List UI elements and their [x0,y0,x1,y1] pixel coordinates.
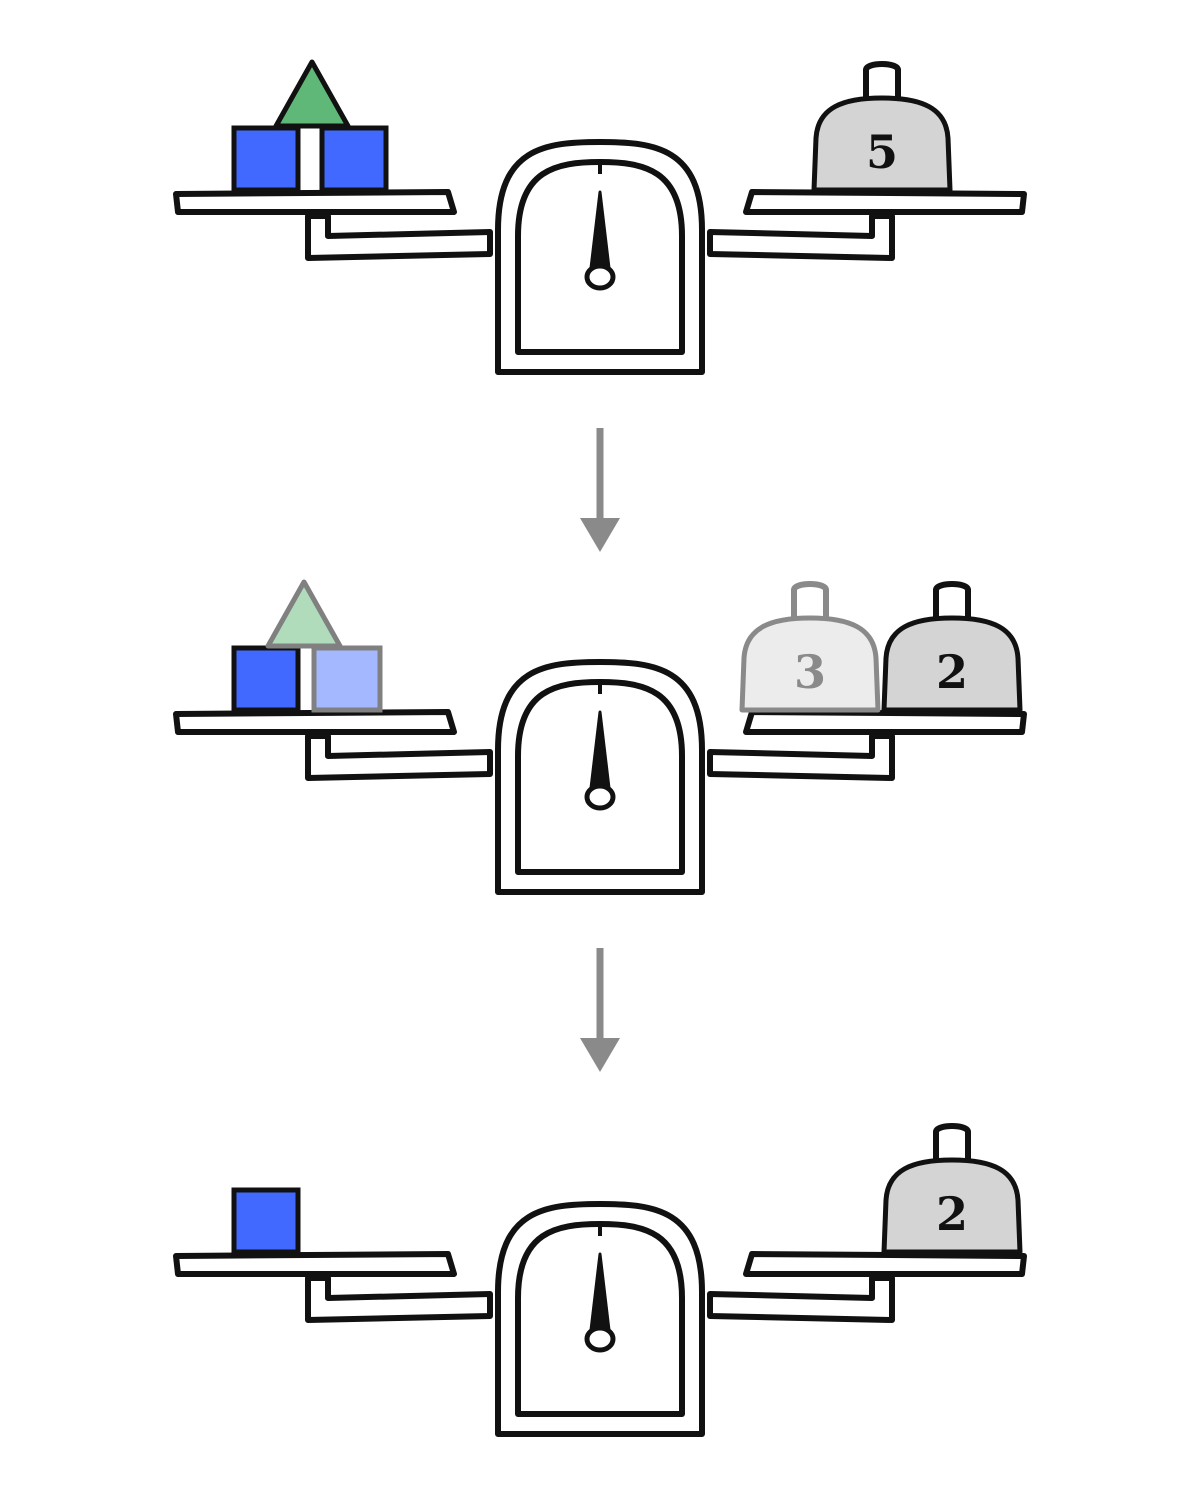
triangle-removed [265,579,343,649]
left-pan [173,189,457,215]
left-arm [305,733,493,781]
weight-body [811,95,953,193]
weight-label: 2 [936,645,968,699]
weight-handle [791,581,829,623]
block-removed [311,645,383,713]
right-arm [707,733,895,781]
right-pan [743,709,1027,735]
left-pan [173,709,457,735]
weight-handle [933,581,971,623]
triangle [273,59,351,129]
weight: 2 [881,1123,1023,1255]
weight-body [881,1157,1023,1255]
scale-stage-1: 5 [173,59,1027,375]
right-pan [743,189,1027,215]
weight-body [881,615,1023,713]
weight-handle [933,1123,971,1165]
right-arm [707,213,895,261]
block [231,125,301,193]
needle-pivot [584,783,616,811]
needle-pivot [584,263,616,291]
right-arm [707,1275,895,1323]
down-arrow-icon [580,948,620,1072]
weight: 5 [811,61,953,193]
weight-label: 2 [936,1187,968,1241]
weight: 2 [881,581,1023,713]
needle-pivot [584,1325,616,1353]
weight-removed: 3 [739,581,881,713]
block [231,645,301,713]
left-arm [305,1275,493,1323]
left-pan [173,1251,457,1277]
weight-body [739,615,881,713]
weight-handle [863,61,901,103]
right-pan [743,1251,1027,1277]
weight-label: 5 [866,125,898,179]
weight-label: 3 [794,645,826,699]
down-arrow-icon [580,428,620,552]
block [319,125,389,193]
scale-stage-3: 2 [173,1123,1027,1437]
left-arm [305,213,493,261]
block [231,1187,301,1255]
